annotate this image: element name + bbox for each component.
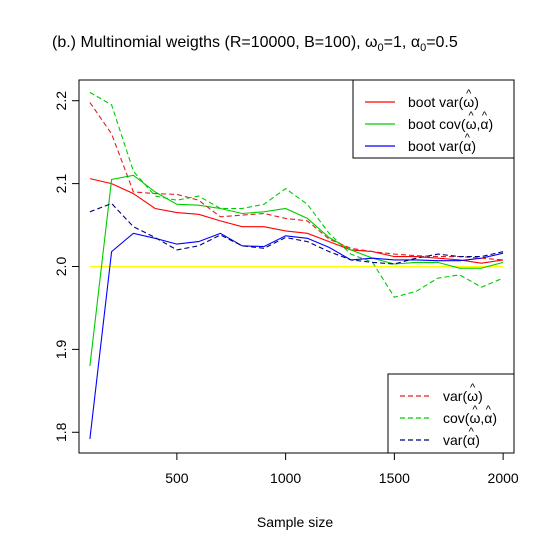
hat-accent: ^ bbox=[465, 132, 471, 144]
legend-symbol: ω bbox=[469, 410, 480, 426]
title-prefix: (b.) Multinomial weigths (R=10000, B=100… bbox=[52, 34, 365, 51]
legend-symbol: α bbox=[467, 432, 475, 448]
series-line-6 bbox=[89, 202, 504, 265]
y-tick-label: 2.2 bbox=[53, 91, 69, 111]
legend-box bbox=[352, 79, 515, 159]
legend-top-right: boot var(ω)^boot cov(ω,α)^ ^boot var(α)^ bbox=[352, 79, 515, 159]
legend-label: var(ω) bbox=[443, 388, 483, 404]
series-line-1 bbox=[89, 178, 504, 264]
legend-symbol: α bbox=[463, 138, 471, 154]
y-tick-label: 1.8 bbox=[53, 422, 69, 442]
hat-accent: ^ bbox=[472, 404, 478, 416]
chart-title: (b.) Multinomial weigths (R=10000, B=100… bbox=[52, 34, 458, 54]
legend-label: cov(ω,α) bbox=[443, 410, 497, 426]
series-line-2 bbox=[89, 174, 504, 367]
plot-area: 500 1000 1500 2000 1.8 1.9 2.0 2.1 2.2 boot var(ω… bbox=[53, 79, 519, 486]
title-omega-sub: 0 bbox=[378, 42, 384, 54]
series-line-4 bbox=[89, 102, 504, 261]
legend-symbol: α bbox=[480, 116, 488, 132]
legend-symbol: ω bbox=[467, 388, 478, 404]
title-omega: ω bbox=[365, 34, 378, 51]
y-tick-label: 2.1 bbox=[53, 174, 69, 194]
x-axis-label: Sample size bbox=[257, 514, 333, 530]
title-alpha: α bbox=[411, 34, 420, 51]
y-tick-label: 2.0 bbox=[53, 257, 69, 277]
x-tick-label: 500 bbox=[165, 470, 189, 486]
hat-accent: ^ bbox=[466, 88, 472, 100]
series-line-5 bbox=[89, 91, 504, 298]
legend-label: boot var(ω) bbox=[408, 94, 479, 110]
legend-label: var(α) bbox=[443, 432, 480, 448]
legend-label: boot cov(ω,α) bbox=[408, 116, 493, 132]
title-omega-val: =1, bbox=[384, 34, 411, 51]
y-tick-label: 1.9 bbox=[53, 339, 69, 359]
hat-accent: ^ bbox=[470, 382, 476, 394]
hat-accent: ^ bbox=[482, 110, 488, 122]
hat-accent: ^ bbox=[469, 426, 475, 438]
hat-accent: ^ bbox=[486, 404, 492, 416]
legend-label: boot var(α) bbox=[408, 138, 476, 154]
legend-symbol: ω bbox=[466, 116, 477, 132]
hat-accent: ^ bbox=[469, 110, 475, 122]
x-tick-label: 1000 bbox=[270, 470, 301, 486]
legend-symbol: α bbox=[484, 410, 492, 426]
legend-symbol: ω bbox=[463, 94, 474, 110]
title-alpha-val: =0.5 bbox=[426, 34, 458, 51]
x-tick-label: 2000 bbox=[488, 470, 519, 486]
x-tick-label: 1500 bbox=[379, 470, 410, 486]
title-alpha-sub: 0 bbox=[420, 42, 426, 54]
legend-bottom-right: var(ω)^cov(ω,α)^ ^var(α)^ bbox=[387, 373, 515, 454]
